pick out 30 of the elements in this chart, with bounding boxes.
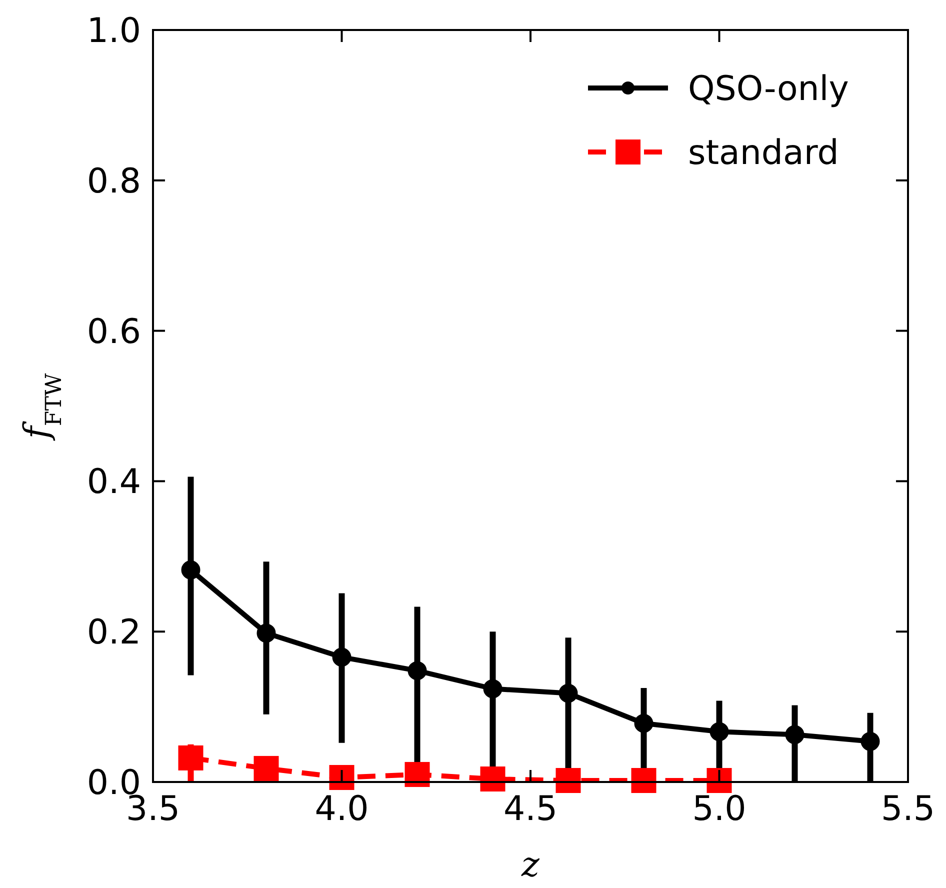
x-tick-label: 5.0 bbox=[692, 789, 746, 829]
point bbox=[860, 732, 880, 751]
y-tick-label: 0.2 bbox=[86, 612, 141, 653]
point bbox=[706, 768, 732, 793]
legend-label: QSO-only bbox=[688, 69, 849, 109]
point bbox=[785, 725, 804, 744]
y-tick-label: 0.4 bbox=[86, 462, 141, 502]
y-tick-label: 1.0 bbox=[86, 11, 141, 51]
point bbox=[631, 768, 656, 793]
y-tick-label: 0.6 bbox=[86, 312, 141, 352]
legend-label: standard bbox=[688, 133, 839, 173]
point bbox=[408, 661, 427, 680]
point bbox=[556, 768, 581, 793]
point bbox=[329, 764, 354, 790]
x-axis-title: z bbox=[520, 845, 541, 885]
point bbox=[558, 684, 578, 703]
x-tick-label: 4.5 bbox=[503, 789, 558, 829]
point bbox=[181, 560, 200, 580]
point bbox=[178, 745, 204, 770]
point bbox=[256, 624, 276, 643]
point bbox=[483, 679, 502, 698]
point bbox=[480, 766, 506, 792]
point bbox=[634, 714, 654, 733]
point bbox=[710, 722, 729, 742]
point bbox=[254, 756, 279, 781]
y-tick-label: 0.8 bbox=[86, 161, 141, 202]
x-tick-label: 5.5 bbox=[880, 789, 936, 829]
point bbox=[404, 762, 430, 787]
x-tick-label: 4.0 bbox=[314, 789, 369, 829]
point bbox=[332, 648, 352, 667]
